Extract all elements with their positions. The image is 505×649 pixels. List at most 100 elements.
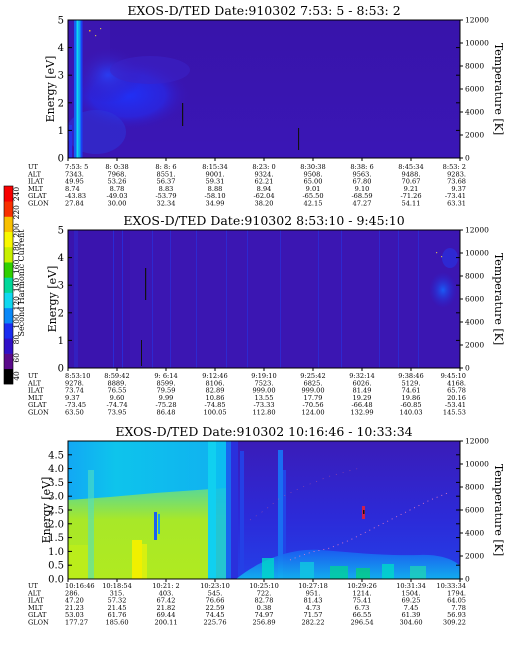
panel-2-heatmap (68, 230, 460, 368)
orbit-cell: 403. (159, 589, 174, 597)
orbit-cell: 57.32 (108, 597, 127, 605)
y2-tick-label: 4000 (465, 529, 484, 538)
y2-tick-label: 10000 (465, 460, 489, 469)
y-tick-label: 2 (58, 98, 64, 109)
panel-2-title: EXOS-D/TED Date:910302 8:53:10 - 9:45:10 (123, 213, 404, 228)
orbit-cell: -58.10 (204, 192, 225, 200)
orbit-cell: 9.37 (451, 185, 466, 193)
orbit-cell: 4.73 (306, 604, 321, 612)
orbit-cell: 124.00 (301, 409, 324, 417)
orbit-cell: -65.50 (302, 192, 323, 200)
orbit-cell: 10:25:10 (249, 582, 279, 590)
orbit-cell: 9283. (447, 170, 466, 178)
orbit-cell: 62.21 (255, 178, 274, 186)
y2-tick-label: 2000 (465, 131, 484, 140)
y-tick-label: 1 (58, 126, 64, 137)
y-tick-label: 4 (58, 43, 64, 54)
y-tick-label: 5 (58, 16, 64, 27)
y2-tick-label: 8000 (465, 272, 484, 281)
orbit-cell: 6026. (353, 379, 372, 387)
panel-1-title: EXOS-D/TED Date:910302 7:53: 5 - 8:53: 2 (127, 3, 400, 18)
colorbar-tick-label: 160 (12, 259, 21, 274)
colorbar-tick-label: 60 (12, 353, 21, 363)
panel-3-heatmap (68, 441, 460, 579)
orbit-cell: -74.85 (204, 401, 225, 409)
orbit-cell: -73.45 (65, 401, 86, 409)
y2-tick-label: 6000 (465, 506, 484, 515)
panel-3: EXOS-D/TED Date:910302 10:16:46 - 10:33:… (27, 424, 505, 627)
orbit-cell: 64.05 (447, 597, 466, 605)
orbit-cell: 75.41 (353, 597, 372, 605)
orbit-row-label: GLAT (28, 611, 47, 619)
orbit-cell: 225.76 (203, 619, 226, 627)
orbit-cell: 81.43 (304, 597, 323, 605)
colorbar-frame (3, 185, 14, 385)
orbit-cell: -49.03 (106, 192, 127, 200)
orbit-cell: 8:23: 0 (252, 163, 275, 171)
orbit-cell: 30.00 (108, 200, 127, 208)
orbit-cell: 7.45 (404, 604, 419, 612)
orbit-cell: 81.49 (353, 387, 372, 395)
orbit-row-label: ALT (27, 589, 42, 597)
orbit-cell: 69.44 (157, 611, 176, 619)
orbit-cell: 21.82 (157, 604, 176, 612)
orbit-cell: 8.78 (110, 185, 125, 193)
y2-tick-label: 4000 (465, 108, 484, 117)
orbit-cell: 1214. (353, 589, 372, 597)
colorbar-tick-label: 140 (12, 278, 21, 293)
orbit-cell: 34.99 (206, 200, 225, 208)
orbit-row-label: ALT (27, 379, 42, 387)
orbit-cell: 10:16:46 (65, 582, 95, 590)
colorbar-cell (4, 277, 13, 293)
y2-tick-label: 0 (465, 364, 470, 373)
orbit-cell: 63.50 (65, 409, 84, 417)
orbit-cell: 19.86 (402, 394, 421, 402)
orbit-cell: 9563. (353, 170, 372, 178)
orbit-cell: 951. (306, 589, 321, 597)
y2-tick-label: 0 (465, 575, 470, 584)
orbit-cell: 74.45 (206, 611, 225, 619)
orbit-cell: 69.25 (402, 597, 421, 605)
orbit-cell: 999.00 (252, 387, 275, 395)
orbit-cell: -68.59 (351, 192, 372, 200)
orbit-row-label: GLON (28, 200, 49, 208)
orbit-cell: 8:45:34 (398, 163, 423, 171)
orbit-row-label: GLAT (28, 401, 47, 409)
orbit-cell: 8106. (206, 379, 225, 387)
colorbar-cell (4, 353, 13, 370)
colorbar-cell (4, 368, 13, 385)
panel-1-y2-ticks: 0 2000 4000 6000 8000 10000 12000 (460, 16, 489, 163)
panel-1-y-ticks: 0 1 2 3 4 5 (58, 16, 460, 165)
orbit-cell: 86.48 (157, 409, 176, 417)
orbit-cell: 10.86 (206, 394, 225, 402)
y2-tick-label: 6000 (465, 85, 484, 94)
orbit-cell: 53.03 (65, 611, 84, 619)
orbit-cell: 0.38 (257, 604, 272, 612)
colorbar-ticks: 40 60 80 100 120 140 160 180 200 220 240 (12, 187, 21, 381)
orbit-cell: 7.78 (451, 604, 466, 612)
y-tick-label: 1 (58, 336, 64, 347)
orbit-cell: 282.22 (301, 619, 324, 627)
orbit-cell: 9324. (255, 170, 274, 178)
colorbar-cell (4, 201, 13, 217)
orbit-cell: 9:45:10 (441, 372, 466, 380)
orbit-cell: 73.74 (65, 387, 84, 395)
colorbar-cell (4, 292, 13, 309)
orbit-cell: 49.95 (65, 178, 84, 186)
y-tick-label: 0.5 (48, 561, 64, 572)
orbit-cell: 7:53: 5 (65, 163, 88, 171)
orbit-cell: -43.83 (65, 192, 86, 200)
orbit-cell: 296.54 (350, 619, 373, 627)
orbit-cell: 61.76 (108, 611, 127, 619)
orbit-cell: 8:53: 2 (443, 163, 466, 171)
colorbar-tick-label: 180 (12, 241, 21, 256)
orbit-cell: 9.10 (355, 185, 370, 193)
orbit-cell: 70.67 (402, 178, 421, 186)
colorbar-cells (3, 185, 14, 385)
panel-1-y2label: Temperature [K] (492, 43, 505, 135)
orbit-cell: 545. (208, 589, 223, 597)
orbit-cell: 9001. (206, 170, 225, 178)
y-tick-label: 3 (58, 281, 64, 292)
y2-tick-label: 0 (465, 154, 470, 163)
